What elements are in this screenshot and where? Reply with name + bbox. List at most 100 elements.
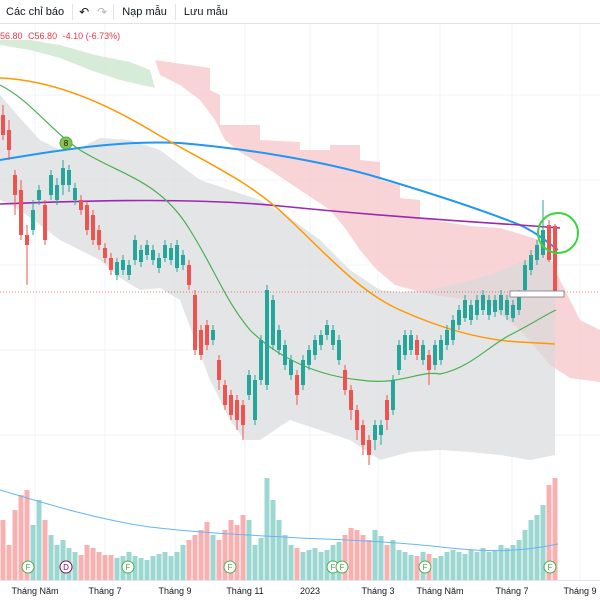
- ichimoku-cloud-green: [0, 40, 155, 88]
- volume-bar: [462, 554, 468, 580]
- time-axis-tick: Tháng 7: [88, 586, 122, 596]
- save-template-button[interactable]: Lưu mẫu: [178, 0, 234, 24]
- volume-bar: [336, 542, 342, 580]
- split-marker-label: F: [548, 563, 553, 572]
- price-chart[interactable]: 8F D F F F F F F: [0, 24, 600, 584]
- volume-bar: [546, 485, 552, 580]
- volume-bar: [270, 500, 276, 580]
- volume-bar: [180, 545, 186, 580]
- candle-down: [1, 115, 5, 135]
- volume-bar: [282, 535, 288, 580]
- ma-purple-line: [0, 199, 561, 229]
- candle-up: [55, 185, 59, 200]
- volume-bar: [36, 500, 42, 580]
- candle-up: [157, 258, 161, 268]
- split-marker: [121, 560, 135, 574]
- volume-bar: [528, 520, 534, 580]
- volume-bar: [108, 555, 114, 580]
- volume-bar: [480, 548, 486, 580]
- candle-up: [115, 262, 119, 275]
- toolbar-divider: [113, 3, 115, 20]
- indicators-button[interactable]: Các chỉ báo: [0, 0, 70, 24]
- load-template-button[interactable]: Nạp mẫu: [116, 0, 173, 24]
- volume-bar: [264, 478, 270, 580]
- volume-bar: [414, 556, 420, 580]
- candle-up: [433, 345, 437, 365]
- candle-up: [37, 190, 41, 200]
- candle-down: [235, 400, 239, 420]
- volume-bar: [12, 510, 18, 580]
- volume-bar: [204, 522, 210, 580]
- earnings-marker: [59, 136, 73, 150]
- volume-bar: [540, 505, 546, 580]
- candle-up: [139, 250, 143, 262]
- undo-icon[interactable]: ↶: [79, 4, 90, 19]
- candle-up: [259, 340, 263, 380]
- indicators-label: Các chỉ báo: [6, 5, 65, 18]
- candle-up: [301, 360, 305, 385]
- volume-bar: [222, 530, 228, 580]
- candle-up: [541, 230, 545, 255]
- candle-up: [307, 350, 311, 365]
- candle-down: [109, 258, 113, 270]
- volume-bar: [306, 550, 312, 580]
- time-axis-tick: Tháng Năm: [416, 586, 464, 596]
- candle-down: [187, 265, 191, 285]
- chart-toolbar: Các chỉ báo ↶ ↷ Nạp mẫu Lưu mẫu: [0, 0, 600, 24]
- split-marker-label: F: [228, 563, 233, 572]
- candle-up: [61, 168, 65, 185]
- volume-bar: [552, 478, 558, 580]
- volume-bar: [384, 545, 390, 580]
- candle-down: [553, 226, 557, 292]
- save-template-label: Lưu mẫu: [183, 5, 228, 18]
- candle-up: [529, 255, 533, 270]
- dividend-marker: [59, 560, 73, 574]
- candle-up: [379, 425, 383, 435]
- candle-down: [349, 390, 353, 410]
- volume-bar: [72, 552, 78, 580]
- volume-bar: [342, 535, 348, 580]
- volume-bar: [168, 556, 174, 580]
- split-marker: [418, 560, 432, 574]
- volume-bar: [474, 552, 480, 580]
- volume-bar: [432, 558, 438, 580]
- volume-bar: [276, 520, 282, 580]
- volume-bar: [312, 548, 318, 580]
- candle-up: [499, 295, 503, 310]
- candle-down: [415, 340, 419, 355]
- split-marker-label: F: [331, 563, 336, 572]
- redo-icon[interactable]: ↷: [97, 4, 108, 19]
- volume-bar: [468, 550, 474, 580]
- candle-down: [19, 190, 23, 235]
- volume-bar: [48, 535, 54, 580]
- candle-up: [511, 305, 515, 318]
- dividend-marker-label: D: [63, 563, 69, 572]
- toolbar-divider: [174, 3, 176, 20]
- candle-up: [337, 340, 341, 360]
- candle-up: [319, 335, 323, 345]
- toolbar-divider: [72, 3, 74, 20]
- volume-bar: [258, 538, 264, 580]
- time-axis-tick: Tháng 11: [226, 586, 264, 596]
- volume-bar: [114, 558, 120, 580]
- candle-down: [91, 215, 95, 240]
- time-axis-tick: Tháng 9: [563, 586, 597, 596]
- candle-down: [97, 230, 101, 245]
- candle-down: [241, 405, 245, 425]
- candle-down: [13, 175, 17, 195]
- volume-bar: [408, 555, 414, 580]
- volume-bar: [138, 558, 144, 580]
- candle-up: [493, 300, 497, 312]
- split-marker-label: F: [26, 563, 31, 572]
- candle-up: [331, 330, 335, 345]
- volume-bar: [18, 495, 24, 580]
- candle-up: [505, 300, 509, 315]
- volume-bar: [162, 552, 168, 580]
- candle-down: [205, 325, 209, 345]
- candle-up: [517, 295, 521, 310]
- volume-bar: [90, 548, 96, 580]
- volume-bar: [300, 552, 306, 580]
- time-axis[interactable]: Tháng Năm Tháng 7 Tháng 9 Tháng 11 2023 Tháng…: [0, 580, 600, 600]
- volume-bar: [378, 536, 384, 580]
- candle-down: [85, 205, 89, 230]
